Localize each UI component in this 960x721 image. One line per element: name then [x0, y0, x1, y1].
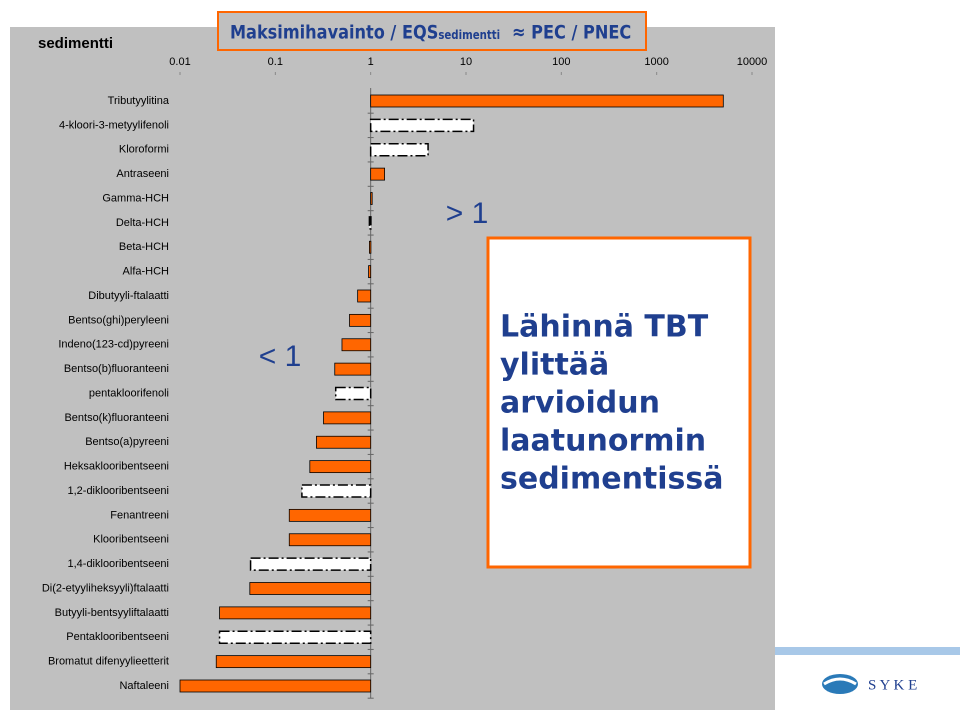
- y-tick-label: Klooribentseeni: [93, 534, 169, 546]
- note-line: arvioidun: [500, 386, 660, 421]
- bar: [323, 411, 372, 425]
- y-tick-label: 1,2-diklooribentseeni: [67, 485, 169, 497]
- panel-label: sedimentti: [38, 35, 113, 52]
- note: Lähinnä TBTylittääarvioidunlaatunorminse…: [500, 310, 724, 497]
- bar: [370, 94, 724, 108]
- logo-wave: [823, 677, 857, 686]
- bar: [218, 630, 372, 644]
- y-tick-label: Bentso(ghi)peryleeni: [68, 314, 169, 326]
- bar: [369, 240, 372, 254]
- annotation: < 1: [259, 340, 302, 373]
- x-tick-label: 10000: [737, 56, 768, 68]
- y-tick-label: Bromatut difenyylieetterit: [48, 656, 169, 668]
- bar: [370, 167, 385, 181]
- title-main: Maksimihavainto / EQS: [230, 22, 438, 44]
- bar: [288, 533, 372, 547]
- x-tick-label: 1000: [644, 56, 668, 68]
- y-tick-label: Delta-HCH: [116, 217, 169, 229]
- y-tick-label: Bentso(a)pyreeni: [85, 436, 169, 448]
- y-tick-label: Bentso(b)fluoranteeni: [64, 363, 169, 375]
- logo: S Y K E: [822, 674, 917, 694]
- bar: [334, 386, 372, 401]
- bar: [349, 313, 372, 327]
- note-box: [486, 236, 752, 569]
- y-tick-label: Dibutyyli-ftalaatti: [88, 290, 169, 302]
- bar: [316, 435, 372, 449]
- note-line: ylittää: [500, 348, 609, 383]
- x-tick-label: 1: [368, 56, 374, 68]
- bar: [368, 265, 372, 279]
- chart-title: Maksimihavainto / EQSsedimentti ≈ PEC / P…: [230, 22, 631, 44]
- y-tick-label: Fenantreeni: [110, 509, 169, 521]
- annotation: > 1: [446, 197, 489, 230]
- note-line: sedimentissä: [500, 462, 724, 497]
- logo-text: S Y K E: [868, 677, 917, 693]
- y-tick-label: Heksaklooribentseeni: [64, 461, 169, 473]
- bar: [368, 216, 372, 230]
- bar: [369, 118, 475, 133]
- y-tick-label: 1,4-diklooribentseeni: [67, 558, 169, 570]
- bar: [309, 460, 372, 474]
- logo-mark: [822, 674, 858, 694]
- bar: [341, 338, 372, 352]
- y-tick-label: Indeno(123-cd)pyreeni: [58, 339, 169, 351]
- y-tick-label: Gamma-HCH: [102, 192, 169, 204]
- bar: [301, 484, 372, 498]
- y-tick-label: Antraseeni: [116, 168, 169, 180]
- y-tick-label: Pentaklooribentseeni: [66, 631, 169, 643]
- bar: [357, 289, 372, 303]
- note-line: Lähinnä TBT: [500, 310, 709, 345]
- bar: [369, 143, 429, 157]
- bar: [370, 192, 373, 205]
- bar: [179, 679, 372, 693]
- y-tick-label: Butyyli-bentsyyliftalaatti: [55, 607, 169, 619]
- y-tick-label: Alfa-HCH: [123, 266, 170, 278]
- x-tick-label: 10: [460, 56, 472, 68]
- x-tick-label: 0.1: [268, 56, 283, 68]
- bar: [219, 606, 372, 620]
- title-box: [217, 11, 647, 51]
- x-tick-label: 100: [552, 56, 570, 68]
- bar: [215, 655, 372, 669]
- stripe: [775, 647, 960, 655]
- y-tick-label: Kloroformi: [119, 144, 169, 156]
- title-rest: ≈ PEC / PNEC: [512, 22, 631, 44]
- bar: [249, 557, 372, 571]
- bar: [249, 582, 372, 595]
- y-tick-label: Tributyylitina: [108, 95, 170, 107]
- bar: [288, 508, 372, 522]
- y-tick-label: Naftaleeni: [119, 680, 169, 692]
- y-tick-label: Bentso(k)fluoranteeni: [64, 412, 169, 424]
- y-tick-label: pentakloorifenoli: [89, 387, 169, 399]
- y-tick-label: 4-kloori-3-metyylifenoli: [59, 119, 169, 131]
- x-tick-label: 0.01: [169, 56, 190, 68]
- title-sub: sedimentti: [438, 28, 500, 42]
- y-tick-label: Beta-HCH: [119, 241, 169, 253]
- bar: [334, 362, 372, 376]
- note-line: laatunormin: [500, 424, 706, 459]
- y-tick-label: Di(2-etyyliheksyyli)ftalaatti: [42, 582, 169, 594]
